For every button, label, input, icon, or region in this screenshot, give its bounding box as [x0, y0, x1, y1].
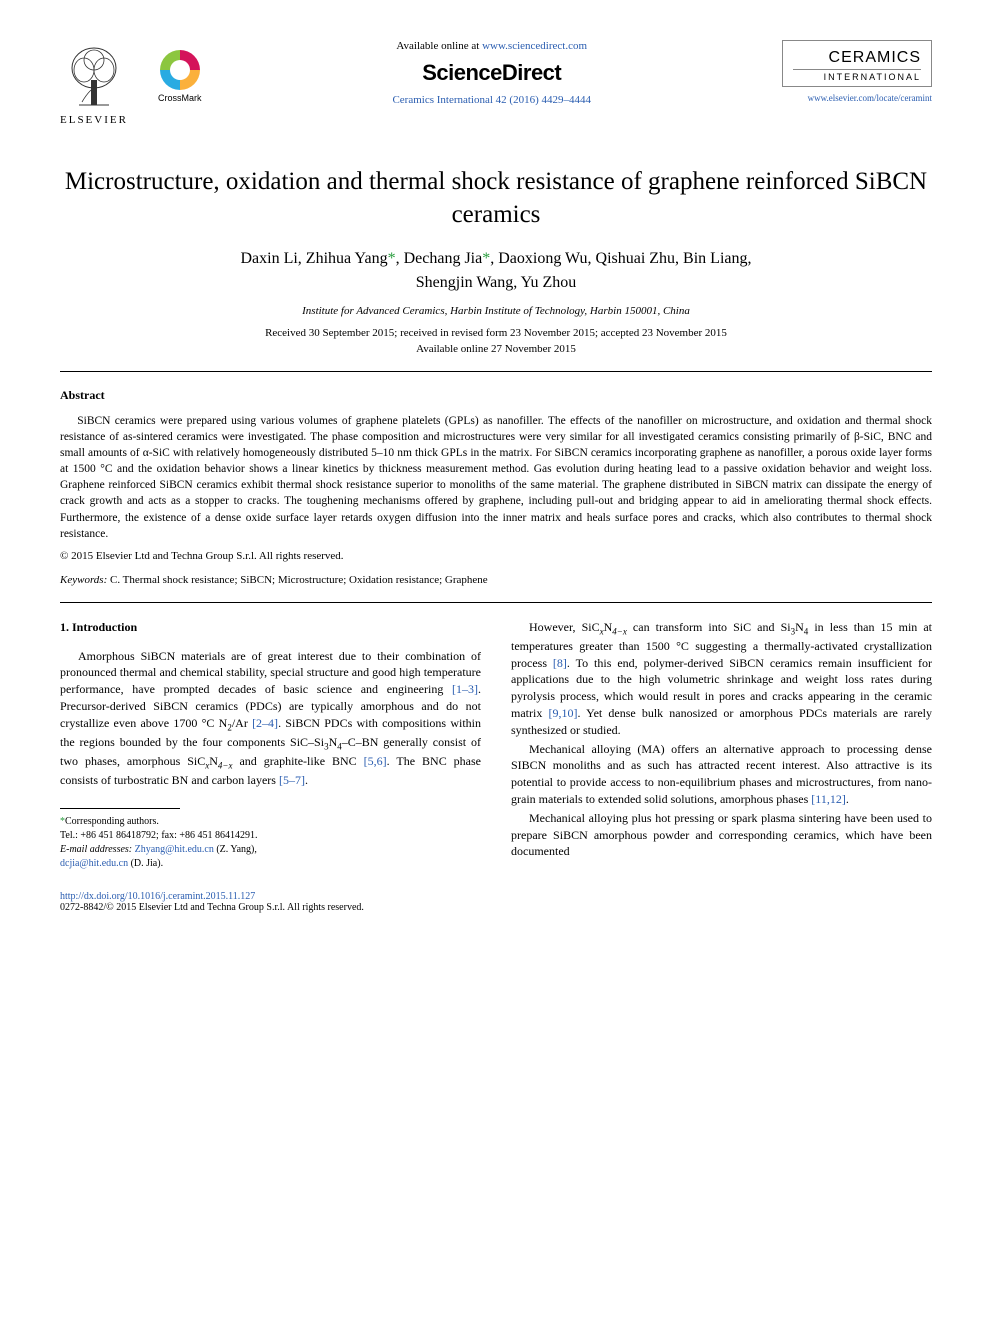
dates-received: Received 30 September 2015; received in … [60, 327, 932, 339]
intro-para-1: Amorphous SiBCN materials are of great i… [60, 648, 481, 789]
header-left: ELSEVIER CrossMark [60, 40, 201, 126]
ref-8[interactable]: [8] [553, 656, 567, 670]
authors: Daxin Li, Zhihua Yang*, Dechang Jia*, Da… [60, 247, 932, 295]
authors-part3: , Daoxiong Wu, Qishuai Zhu, Bin Liang, [490, 250, 751, 267]
journal-name-main: CERAMICS [793, 49, 921, 67]
ref-1-3[interactable]: [1–3] [452, 682, 478, 696]
journal-badge: CERAMICS INTERNATIONAL [782, 40, 932, 87]
intro-para-4: Mechanical alloying plus hot pressing or… [511, 810, 932, 860]
footnote-corresponding: *Corresponding authors. [60, 815, 481, 829]
abstract-body: SiBCN ceramics were prepared using vario… [60, 413, 932, 542]
sciencedirect-url-link[interactable]: www.sciencedirect.com [482, 40, 587, 52]
available-text: Available online at [396, 40, 482, 52]
body-columns: 1. Introduction Amorphous SiBCN material… [60, 619, 932, 872]
doi-link[interactable]: http://dx.doi.org/10.1016/j.ceramint.201… [60, 891, 255, 902]
available-online: Available online at www.sciencedirect.co… [221, 40, 762, 52]
ref-9-10[interactable]: [9,10] [548, 706, 577, 720]
elsevier-label: ELSEVIER [60, 114, 128, 126]
corr-mark-1: * [388, 250, 396, 267]
crossmark-icon [160, 50, 200, 90]
journal-reference[interactable]: Ceramics International 42 (2016) 4429–44… [221, 94, 762, 106]
ref-2-4[interactable]: [2–4] [252, 716, 278, 730]
header-right-wrap: CERAMICS INTERNATIONAL www.elsevier.com/… [782, 40, 932, 103]
section-1-head: 1. Introduction [60, 619, 481, 636]
authors-line2: Shengjin Wang, Yu Zhou [416, 274, 576, 291]
issn-copyright: 0272-8842/© 2015 Elsevier Ltd and Techna… [60, 902, 364, 913]
footnote-emails: E-mail addresses: Zhyang@hit.edu.cn (Z. … [60, 843, 481, 871]
journal-url[interactable]: www.elsevier.com/locate/ceramint [782, 93, 932, 103]
doi-block: http://dx.doi.org/10.1016/j.ceramint.201… [60, 891, 932, 913]
ref-11-12[interactable]: [11,12] [811, 792, 846, 806]
elsevier-logo: ELSEVIER [60, 40, 128, 126]
journal-name-sub: INTERNATIONAL [793, 69, 921, 82]
keywords-label: Keywords: [60, 574, 107, 586]
authors-part1: Daxin Li, Zhihua Yang [240, 250, 387, 267]
divider-bottom [60, 602, 932, 603]
header-center: Available online at www.sciencedirect.co… [201, 40, 782, 106]
elsevier-tree-icon [64, 40, 124, 110]
intro-para-2: However, SiCxN4−x can transform into SiC… [511, 619, 932, 739]
copyright: © 2015 Elsevier Ltd and Techna Group S.r… [60, 550, 932, 562]
intro-para-3: Mechanical alloying (MA) offers an alter… [511, 741, 932, 808]
divider-top [60, 371, 932, 372]
page-header: ELSEVIER CrossMark Available online at w… [60, 40, 932, 126]
authors-part2: , Dechang Jia [396, 250, 483, 267]
footnote-tel: Tel.: +86 451 86418792; fax: +86 451 864… [60, 829, 481, 843]
email-jia[interactable]: dcjia@hit.edu.cn [60, 858, 128, 869]
column-right: However, SiCxN4−x can transform into SiC… [511, 619, 932, 872]
ref-5-7[interactable]: [5–7] [279, 773, 305, 787]
column-left: 1. Introduction Amorphous SiBCN material… [60, 619, 481, 872]
affiliation: Institute for Advanced Ceramics, Harbin … [60, 305, 932, 317]
footnotes: *Corresponding authors. Tel.: +86 451 86… [60, 815, 481, 871]
article-title: Microstructure, oxidation and thermal sh… [60, 166, 932, 231]
crossmark-label: CrossMark [158, 93, 202, 103]
dates-online: Available online 27 November 2015 [60, 343, 932, 355]
crossmark-badge[interactable]: CrossMark [158, 50, 202, 103]
sciencedirect-logo: ScienceDirect [221, 60, 762, 86]
abstract-heading: Abstract [60, 388, 932, 403]
ref-5-6[interactable]: [5,6] [364, 754, 387, 768]
email-yang[interactable]: Zhyang@hit.edu.cn [135, 844, 214, 855]
footnote-separator [60, 808, 180, 809]
keywords: Keywords: C. Thermal shock resistance; S… [60, 574, 932, 586]
keywords-text: C. Thermal shock resistance; SiBCN; Micr… [107, 574, 487, 586]
